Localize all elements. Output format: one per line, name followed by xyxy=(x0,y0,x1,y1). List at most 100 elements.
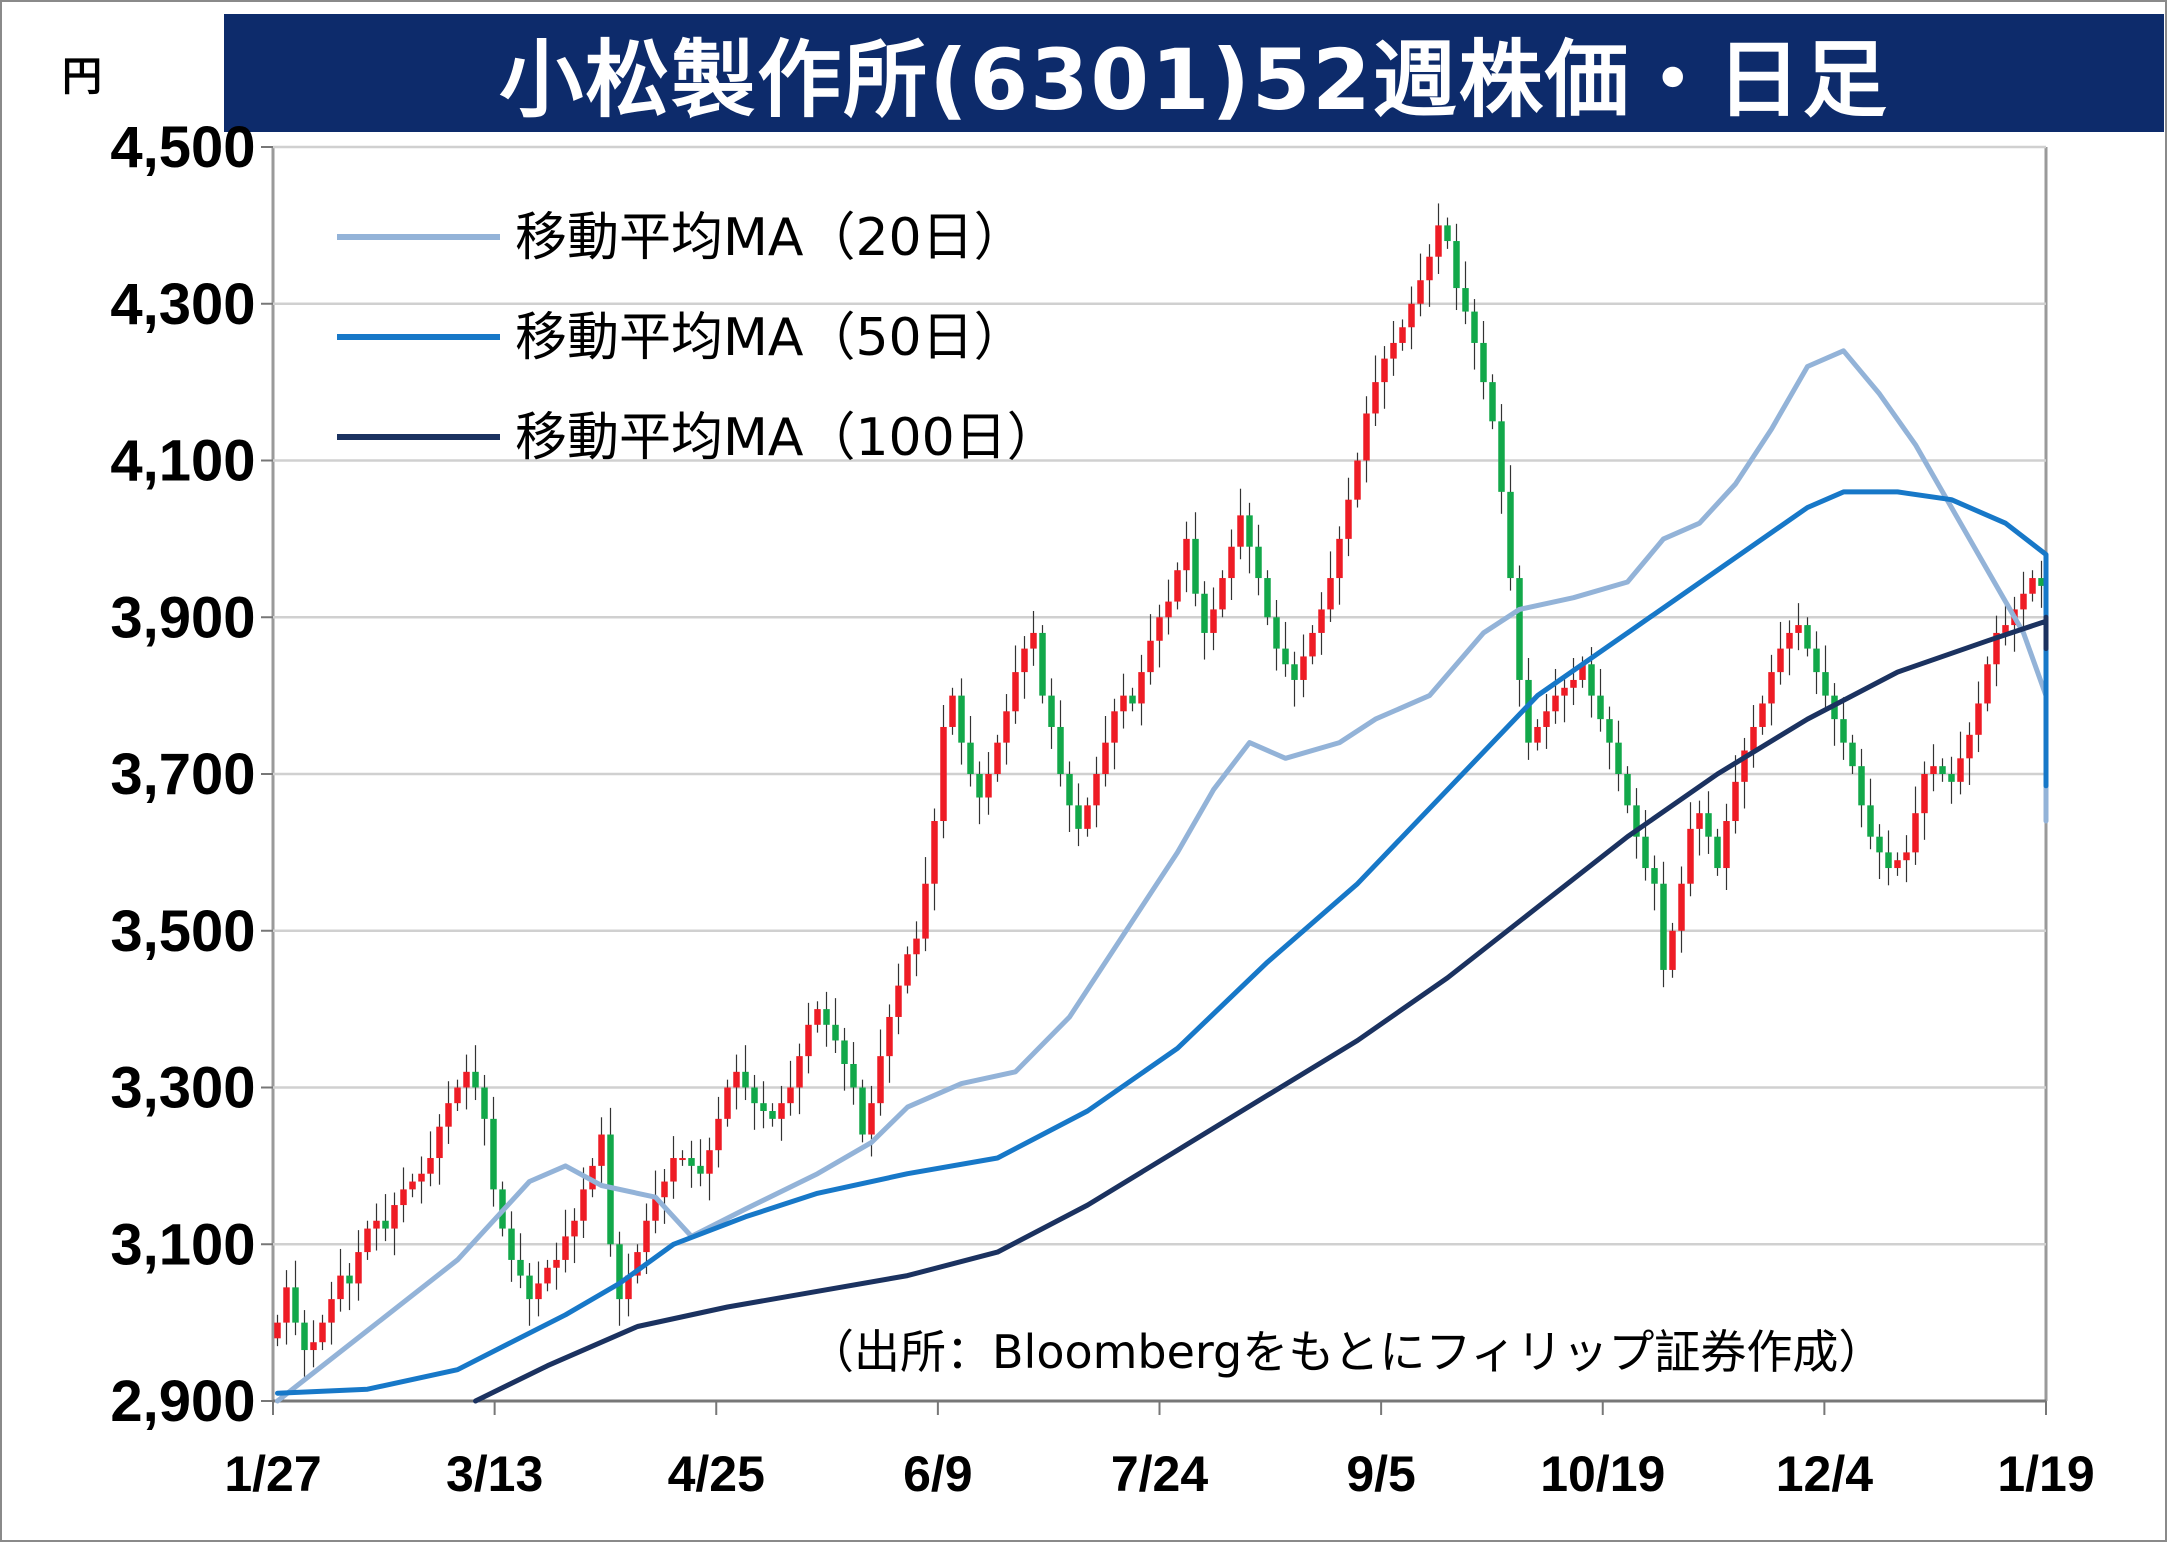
candle-body xyxy=(1741,750,1748,782)
legend-label: 移動平均MA（50日） xyxy=(515,308,1026,368)
candle-body xyxy=(1201,593,1208,633)
candle-body xyxy=(364,1228,371,1253)
y-tick-label: 4,100 xyxy=(110,429,255,494)
candle-body xyxy=(490,1118,497,1190)
candle xyxy=(427,1131,434,1187)
candle-body xyxy=(445,1103,452,1127)
candle-body xyxy=(967,742,974,774)
candle xyxy=(967,716,974,787)
candle-body xyxy=(1165,601,1172,618)
candle xyxy=(1714,828,1721,876)
candle-body xyxy=(391,1205,398,1229)
candle xyxy=(1669,922,1676,978)
candle xyxy=(922,857,929,952)
candle-body xyxy=(571,1220,578,1237)
candle-body xyxy=(1282,648,1289,665)
candle-body xyxy=(1183,538,1190,571)
candle-body xyxy=(949,695,956,727)
candle xyxy=(580,1167,587,1238)
candle xyxy=(778,1085,785,1141)
candle xyxy=(589,1158,596,1198)
candle xyxy=(1867,778,1874,850)
candle xyxy=(1336,526,1343,605)
candle xyxy=(661,1169,668,1224)
candle xyxy=(1399,319,1406,351)
candle-body xyxy=(553,1259,560,1268)
candle-body xyxy=(1840,719,1847,743)
candle xyxy=(652,1170,659,1234)
candle xyxy=(1723,803,1730,890)
candle xyxy=(697,1139,704,1187)
y-tick-label: 3,100 xyxy=(110,1212,255,1277)
candle-body xyxy=(1111,711,1118,743)
candle xyxy=(1228,529,1235,601)
candle xyxy=(571,1208,578,1264)
candle xyxy=(1840,697,1847,760)
candle-body xyxy=(652,1197,659,1221)
candle-body xyxy=(1327,578,1334,610)
candle xyxy=(1309,625,1316,665)
legend-label: 移動平均MA（100日） xyxy=(515,408,1059,468)
candle xyxy=(1246,502,1253,574)
candle-body xyxy=(751,1087,758,1104)
y-tick-label: 3,700 xyxy=(110,742,255,807)
candle xyxy=(1993,615,2000,687)
candle-body xyxy=(1462,288,1469,312)
candle-body xyxy=(1435,225,1442,257)
candle xyxy=(1363,396,1370,483)
candle xyxy=(364,1220,371,1260)
candle-body xyxy=(1228,546,1235,579)
candle-body xyxy=(598,1134,605,1166)
candle-body xyxy=(382,1220,389,1229)
moving-averages xyxy=(275,348,2049,1404)
source-note: （出所：Bloombergをもとにフィリップ証券作成） xyxy=(808,1325,1884,1379)
candle-body xyxy=(1876,836,1883,853)
candle-body xyxy=(292,1287,299,1323)
candle xyxy=(1741,737,1748,809)
candle-body xyxy=(1858,766,1865,806)
candle-body xyxy=(1885,852,1892,869)
candle xyxy=(1804,617,1811,657)
candle xyxy=(1858,748,1865,828)
candle xyxy=(823,991,830,1047)
candle xyxy=(2020,571,2027,627)
candle-body xyxy=(976,774,983,798)
candle-body xyxy=(1624,774,1631,806)
candle xyxy=(1417,253,1424,317)
candle-body xyxy=(283,1287,290,1323)
candle-body xyxy=(1255,546,1262,579)
candle xyxy=(517,1233,524,1289)
candle-body xyxy=(1975,703,1982,735)
candle xyxy=(337,1248,344,1312)
candle-body xyxy=(904,954,911,986)
candle xyxy=(355,1230,362,1301)
candle-body xyxy=(400,1189,407,1206)
candle xyxy=(1327,551,1334,622)
candle xyxy=(1975,681,1982,753)
candle xyxy=(1705,791,1712,854)
candle xyxy=(913,921,920,977)
candle xyxy=(1561,675,1568,723)
candle-body xyxy=(1561,687,1568,696)
candle xyxy=(985,752,992,815)
candle xyxy=(1678,866,1685,953)
candle xyxy=(787,1060,794,1116)
ma50-line xyxy=(275,489,2049,1396)
candle-body xyxy=(1093,774,1100,806)
candle xyxy=(760,1081,767,1129)
candle xyxy=(1030,610,1037,666)
candle-body xyxy=(1696,813,1703,829)
candle xyxy=(940,705,947,839)
candle xyxy=(1471,299,1478,370)
candle xyxy=(634,1244,641,1284)
candle-body xyxy=(1363,413,1370,461)
candle-body xyxy=(742,1071,749,1088)
candle-body xyxy=(724,1087,731,1119)
candle-body xyxy=(1336,538,1343,579)
candle-body xyxy=(1849,742,1856,767)
candle xyxy=(1426,244,1433,307)
candle xyxy=(301,1310,308,1377)
x-tick-label: 10/19 xyxy=(1540,1446,1665,1502)
candle xyxy=(1210,587,1217,651)
candle-body xyxy=(1237,515,1244,547)
